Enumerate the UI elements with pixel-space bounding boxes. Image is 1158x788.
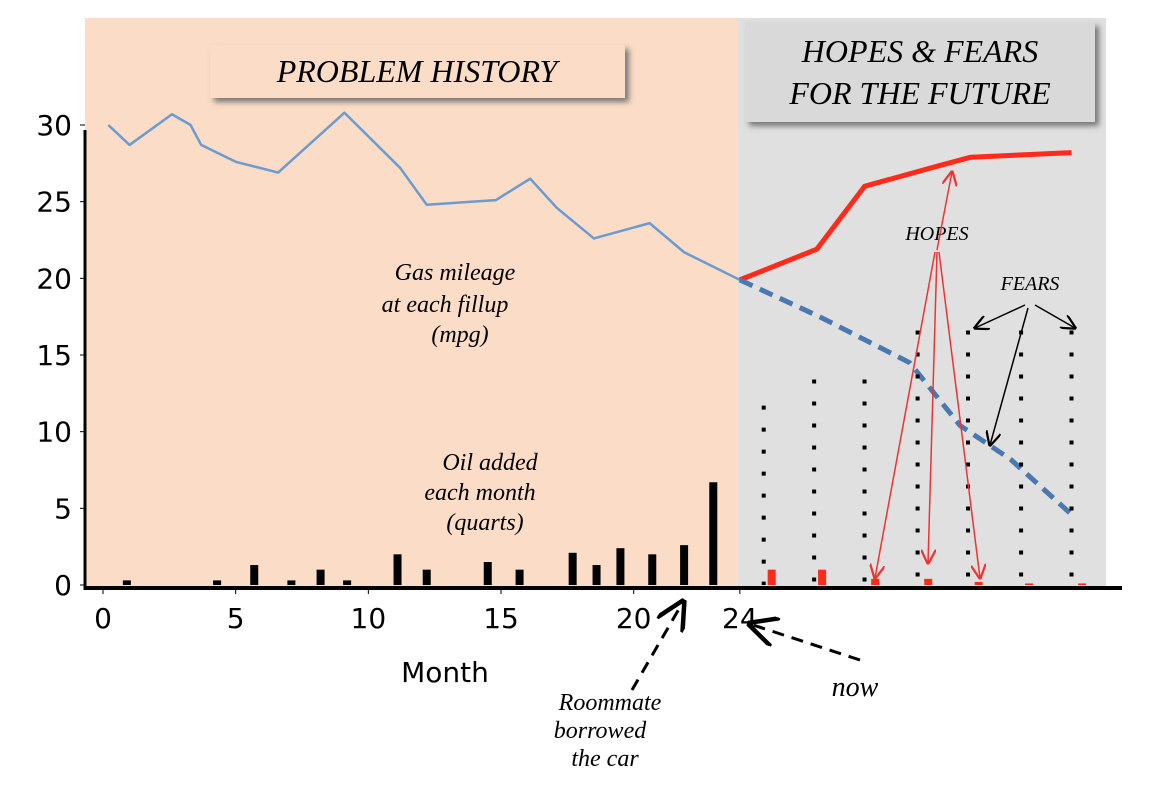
- y-tick-label: 5: [54, 492, 72, 525]
- bar: [818, 569, 827, 585]
- line: [738, 150, 1072, 283]
- y-tick-label: 30: [36, 109, 72, 142]
- bar: [648, 554, 657, 585]
- bar: [316, 569, 325, 585]
- bar: [250, 565, 259, 585]
- roommate-label: the car: [571, 746, 639, 772]
- bar: [568, 552, 577, 585]
- y-tick-label: 15: [36, 339, 72, 372]
- now-label: now: [832, 672, 879, 703]
- bar: [680, 545, 689, 585]
- bar: [287, 580, 296, 585]
- future-label: FOR THE FUTURE: [788, 75, 1051, 111]
- fears-label: FEARS: [1000, 273, 1060, 295]
- bar: [483, 562, 492, 585]
- bar: [924, 578, 933, 585]
- bar: [213, 580, 222, 585]
- mileage-label: at each fillup: [382, 292, 509, 318]
- mileage-label: (mpg): [431, 322, 488, 348]
- fear-line: [738, 277, 1074, 517]
- oil-label: (quarts): [446, 510, 523, 536]
- x-tick-label: 0: [94, 602, 112, 635]
- bar: [592, 565, 601, 585]
- bar: [1025, 583, 1034, 585]
- oil-label: Oil added: [442, 450, 538, 476]
- x-tick-label: 15: [483, 602, 519, 635]
- future-box: [745, 22, 1095, 122]
- bar: [122, 580, 131, 585]
- roommate-label: Roommate: [558, 690, 662, 716]
- history-label: PROBLEM HISTORY: [276, 53, 561, 89]
- bar: [709, 482, 718, 585]
- mileage-label: Gas mileage: [395, 260, 516, 286]
- history-panel: [85, 18, 738, 588]
- x-tick-label: 5: [227, 602, 245, 635]
- bar: [515, 569, 524, 585]
- bar: [1078, 583, 1087, 585]
- y-tick-label: 10: [36, 416, 72, 449]
- line: [107, 111, 741, 281]
- plot: [107, 111, 1087, 585]
- bar: [343, 580, 352, 585]
- annotations: Gas mileage at each fillup (mpg) Oil add…: [382, 223, 1060, 772]
- bar: [767, 569, 776, 585]
- bar: [393, 554, 402, 585]
- x-tick-label: 24: [722, 602, 758, 635]
- arrows: [630, 172, 1075, 691]
- bar: [616, 548, 625, 585]
- future-label: HOPES & FEARS: [801, 33, 1038, 69]
- y-tick-label: 0: [54, 569, 72, 602]
- x-tick-label: 10: [351, 602, 387, 635]
- roommate-label: borrowed: [554, 718, 647, 744]
- bar: [871, 578, 880, 585]
- hopes-label: HOPES: [904, 223, 968, 245]
- oil-label: each month: [424, 480, 535, 506]
- y-tick-label: 25: [36, 186, 72, 219]
- bar: [422, 569, 431, 585]
- history-box: [210, 45, 625, 98]
- x-tick-label: 20: [616, 602, 652, 635]
- x-axis-title: Month: [401, 656, 489, 689]
- bar: [974, 581, 983, 585]
- y-tick-label: 20: [36, 262, 72, 295]
